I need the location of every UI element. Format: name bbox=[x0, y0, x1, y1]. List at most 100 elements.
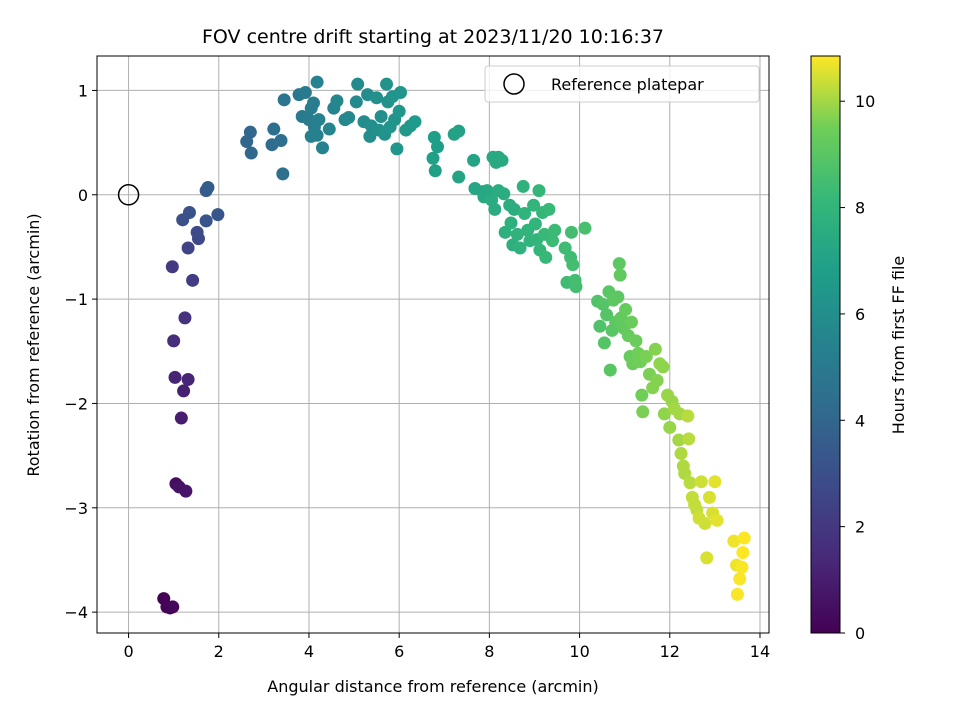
data-point-73 bbox=[428, 164, 442, 178]
data-point-164 bbox=[683, 476, 697, 490]
data-point-180 bbox=[735, 560, 749, 574]
data-point-118 bbox=[564, 225, 578, 239]
y-tick-label-4: 0 bbox=[78, 186, 88, 205]
chart-title: FOV centre drift starting at 2023/11/20 … bbox=[202, 26, 664, 48]
data-point-162 bbox=[681, 409, 695, 423]
data-point-40 bbox=[310, 128, 324, 142]
data-point-55 bbox=[370, 91, 384, 105]
data-point-46 bbox=[330, 94, 344, 108]
data-point-144 bbox=[636, 405, 650, 419]
data-point-172 bbox=[702, 490, 716, 504]
data-point-14 bbox=[186, 273, 200, 287]
data-point-163 bbox=[682, 432, 696, 446]
data-points bbox=[157, 75, 751, 615]
data-point-102 bbox=[528, 217, 542, 231]
data-point-23 bbox=[201, 180, 215, 194]
colorbar-tick-label-3: 6 bbox=[855, 305, 865, 324]
data-point-112 bbox=[558, 241, 572, 255]
data-point-181 bbox=[736, 546, 750, 560]
y-tick-label-5: 1 bbox=[78, 81, 88, 100]
data-point-25 bbox=[243, 125, 257, 139]
x-tick-label-7: 14 bbox=[750, 642, 770, 661]
data-point-96 bbox=[513, 241, 527, 255]
data-point-111 bbox=[548, 223, 562, 237]
colorbar: 0 2 4 6 8 10 Hours from first FF file bbox=[810, 55, 908, 643]
data-point-131 bbox=[612, 257, 626, 271]
data-point-30 bbox=[276, 167, 290, 181]
data-point-145 bbox=[639, 349, 653, 363]
data-point-17 bbox=[190, 225, 204, 239]
data-point-92 bbox=[498, 225, 512, 239]
data-point-15 bbox=[181, 241, 195, 255]
data-point-126 bbox=[603, 363, 617, 377]
data-point-66 bbox=[394, 86, 408, 100]
data-point-132 bbox=[613, 268, 627, 282]
y-axis-ticks: −4 −3 −2 −1 0 1 bbox=[64, 81, 97, 622]
x-tick-label-3: 6 bbox=[394, 642, 404, 661]
data-point-154 bbox=[663, 420, 677, 434]
data-point-174 bbox=[708, 475, 722, 489]
data-point-12 bbox=[178, 311, 192, 325]
data-point-117 bbox=[569, 280, 583, 294]
data-point-41 bbox=[312, 113, 326, 127]
data-point-169 bbox=[694, 475, 708, 489]
data-point-72 bbox=[426, 151, 440, 165]
plot-frame bbox=[96, 55, 770, 634]
data-point-157 bbox=[672, 433, 686, 447]
data-point-109 bbox=[542, 202, 556, 216]
data-point-50 bbox=[351, 77, 365, 91]
colorbar-tick-label-0: 0 bbox=[855, 624, 865, 643]
data-point-182 bbox=[737, 531, 751, 545]
data-point-159 bbox=[674, 447, 688, 461]
data-point-115 bbox=[566, 258, 580, 272]
colorbar-tick-label-2: 4 bbox=[855, 411, 865, 430]
data-point-75 bbox=[452, 124, 466, 138]
data-point-89 bbox=[497, 187, 511, 201]
data-point-87 bbox=[488, 202, 502, 216]
data-point-6 bbox=[179, 484, 193, 498]
data-point-9 bbox=[168, 370, 182, 384]
y-tick-label-2: −2 bbox=[64, 394, 88, 413]
data-point-48 bbox=[342, 111, 356, 125]
data-point-20 bbox=[199, 214, 213, 228]
data-point-123 bbox=[597, 336, 611, 350]
data-point-98 bbox=[518, 207, 532, 221]
data-point-21 bbox=[211, 208, 225, 222]
data-point-85 bbox=[495, 153, 509, 167]
data-point-143 bbox=[635, 388, 649, 402]
data-point-57 bbox=[374, 110, 388, 124]
data-point-119 bbox=[578, 221, 592, 235]
data-point-8 bbox=[177, 384, 191, 398]
data-point-7 bbox=[174, 411, 188, 425]
data-point-65 bbox=[392, 104, 406, 118]
data-point-31 bbox=[277, 93, 291, 107]
legend: Reference platepar bbox=[484, 65, 760, 103]
data-point-59 bbox=[380, 77, 394, 91]
data-point-104 bbox=[532, 184, 546, 198]
data-point-101 bbox=[527, 198, 541, 212]
data-point-179 bbox=[733, 572, 747, 586]
data-point-97 bbox=[516, 179, 530, 193]
reference-marker bbox=[117, 184, 140, 206]
data-point-19 bbox=[182, 206, 196, 220]
colorbar-label: Hours from first FF file bbox=[889, 256, 908, 435]
data-point-138 bbox=[624, 315, 638, 329]
data-point-170 bbox=[698, 516, 712, 530]
x-tick-label-5: 10 bbox=[569, 642, 589, 661]
data-point-49 bbox=[349, 95, 363, 109]
reference-point bbox=[117, 184, 140, 206]
x-axis-ticks: 0 2 4 6 8 10 12 14 bbox=[123, 633, 770, 661]
data-point-108 bbox=[539, 250, 553, 264]
data-point-28 bbox=[267, 122, 281, 136]
data-point-161 bbox=[678, 466, 692, 480]
data-point-152 bbox=[657, 407, 671, 421]
x-tick-label-1: 2 bbox=[214, 642, 224, 661]
data-point-95 bbox=[510, 227, 524, 241]
colorbar-gradient bbox=[810, 55, 841, 634]
data-point-110 bbox=[546, 234, 560, 248]
data-point-37 bbox=[306, 96, 320, 110]
data-point-11 bbox=[167, 334, 181, 348]
y-tick-label-1: −3 bbox=[64, 499, 88, 518]
legend-entry-label: Reference platepar bbox=[551, 75, 704, 94]
